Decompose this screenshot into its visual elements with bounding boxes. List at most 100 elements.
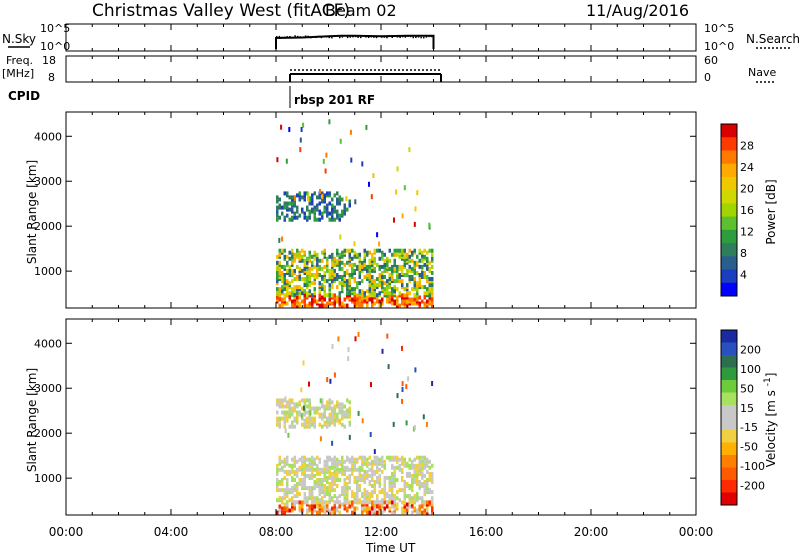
range-gate-cell <box>333 418 336 423</box>
range-gate-cell <box>431 478 434 482</box>
range-gate-cell <box>333 508 336 513</box>
range-gate-cell <box>278 252 281 257</box>
range-gate-cell <box>318 471 321 476</box>
range-gate-cell <box>408 297 411 302</box>
range-gate-cell <box>388 266 391 271</box>
range-gate-cell <box>343 262 346 267</box>
range-gate-cell <box>416 478 419 482</box>
range-gate-cell <box>423 455 426 460</box>
range-gate-cell <box>343 205 346 210</box>
range-gate-cell <box>298 252 301 257</box>
range-gate-cell <box>368 473 371 478</box>
range-gate-cell <box>298 400 301 405</box>
range-gate-cell <box>325 152 328 158</box>
range-gate-cell <box>341 301 344 306</box>
range-gate-cell <box>307 192 310 198</box>
range-gate-cell <box>338 295 341 300</box>
range-gate-cell <box>381 459 384 464</box>
range-gate-cell <box>351 455 354 460</box>
range-gate-cell <box>278 287 281 292</box>
range-gate-cell <box>416 469 419 474</box>
range-gate-cell <box>291 469 294 474</box>
range-gate-cell <box>363 252 366 257</box>
range-gate-cell <box>341 422 344 427</box>
range-gate-cell <box>411 473 414 478</box>
range-gate-cell <box>408 291 411 296</box>
range-gate-cell <box>336 213 339 218</box>
range-gate-cell <box>361 262 364 267</box>
range-gate-cell <box>296 467 299 472</box>
range-gate-cell <box>361 467 364 472</box>
range-gate-cell <box>276 291 279 296</box>
range-gate-cell <box>378 256 381 261</box>
range-gate-cell <box>393 299 396 304</box>
range-gate-cell <box>363 500 366 505</box>
range-gate-cell <box>326 205 329 210</box>
range-gate-cell <box>303 293 306 298</box>
range-gate-cell <box>413 494 416 499</box>
range-gate-cell <box>343 465 346 470</box>
range-gate-cell <box>326 500 329 505</box>
range-gate-cell <box>276 262 279 267</box>
range-gate-cell <box>306 473 309 478</box>
range-gate-cell <box>306 463 309 468</box>
range-gate-cell <box>278 488 281 493</box>
range-gate-cell <box>328 191 331 196</box>
range-gate-cell <box>300 387 303 393</box>
range-gate-cell <box>346 293 349 298</box>
range-gate-cell <box>311 266 314 271</box>
range-gate-cell <box>336 471 339 476</box>
range-gate-cell <box>306 416 309 421</box>
range-gate-cell <box>293 484 296 488</box>
range-gate-cell <box>323 303 326 308</box>
range-gate-cell <box>396 496 399 501</box>
range-gate-cell <box>316 256 319 261</box>
range-gate-cell <box>391 496 394 501</box>
range-gate-cell <box>401 283 404 288</box>
range-gate-cell <box>368 467 371 472</box>
range-gate-cell <box>336 506 339 511</box>
range-gate-cell <box>386 299 389 304</box>
range-gate-cell <box>291 271 294 275</box>
colorbar-tick-label: 20 <box>740 183 754 196</box>
range-gate-cell <box>283 277 286 281</box>
range-gate-cell <box>401 488 404 493</box>
range-gate-cell <box>299 137 302 143</box>
range-gate-cell <box>323 252 326 257</box>
range-gate-cell <box>431 471 434 476</box>
range-gate-cell <box>366 264 369 269</box>
range-gate-cell <box>313 250 316 255</box>
range-gate-cell <box>288 404 291 409</box>
range-gate-cell <box>366 295 369 300</box>
range-gate-cell <box>288 508 291 513</box>
range-gate-cell <box>326 191 329 196</box>
range-gate-cell <box>356 252 359 257</box>
range-gate-cell <box>356 498 359 503</box>
y-tick-label: 1000 <box>34 472 62 485</box>
range-gate-cell <box>403 457 406 462</box>
range-gate-cell <box>338 266 341 271</box>
range-gate-cell <box>311 254 314 259</box>
range-gate-cell <box>368 297 371 302</box>
range-gate-cell <box>286 500 289 505</box>
nsky-point <box>399 36 401 39</box>
range-gate-cell <box>296 264 299 269</box>
range-gate-cell <box>428 459 431 464</box>
x-tick-label: 04:00 <box>154 525 189 539</box>
range-gate-cell <box>381 281 384 286</box>
range-gate-cell <box>302 360 305 366</box>
range-gate-cell <box>391 504 394 509</box>
range-gate-cell <box>391 252 394 257</box>
range-gate-cell <box>306 467 309 472</box>
range-gate-cell <box>391 455 394 460</box>
range-gate-cell <box>298 266 301 271</box>
range-gate-cell <box>293 268 296 273</box>
range-gate-cell <box>353 492 356 497</box>
range-gate-cell <box>278 404 281 409</box>
range-gate-cell <box>351 459 354 464</box>
range-gate-cell <box>291 490 294 495</box>
range-gate-cell <box>426 506 429 511</box>
range-gate-cell <box>291 303 294 308</box>
range-gate-cell <box>301 195 304 200</box>
range-gate-cell <box>293 469 296 474</box>
